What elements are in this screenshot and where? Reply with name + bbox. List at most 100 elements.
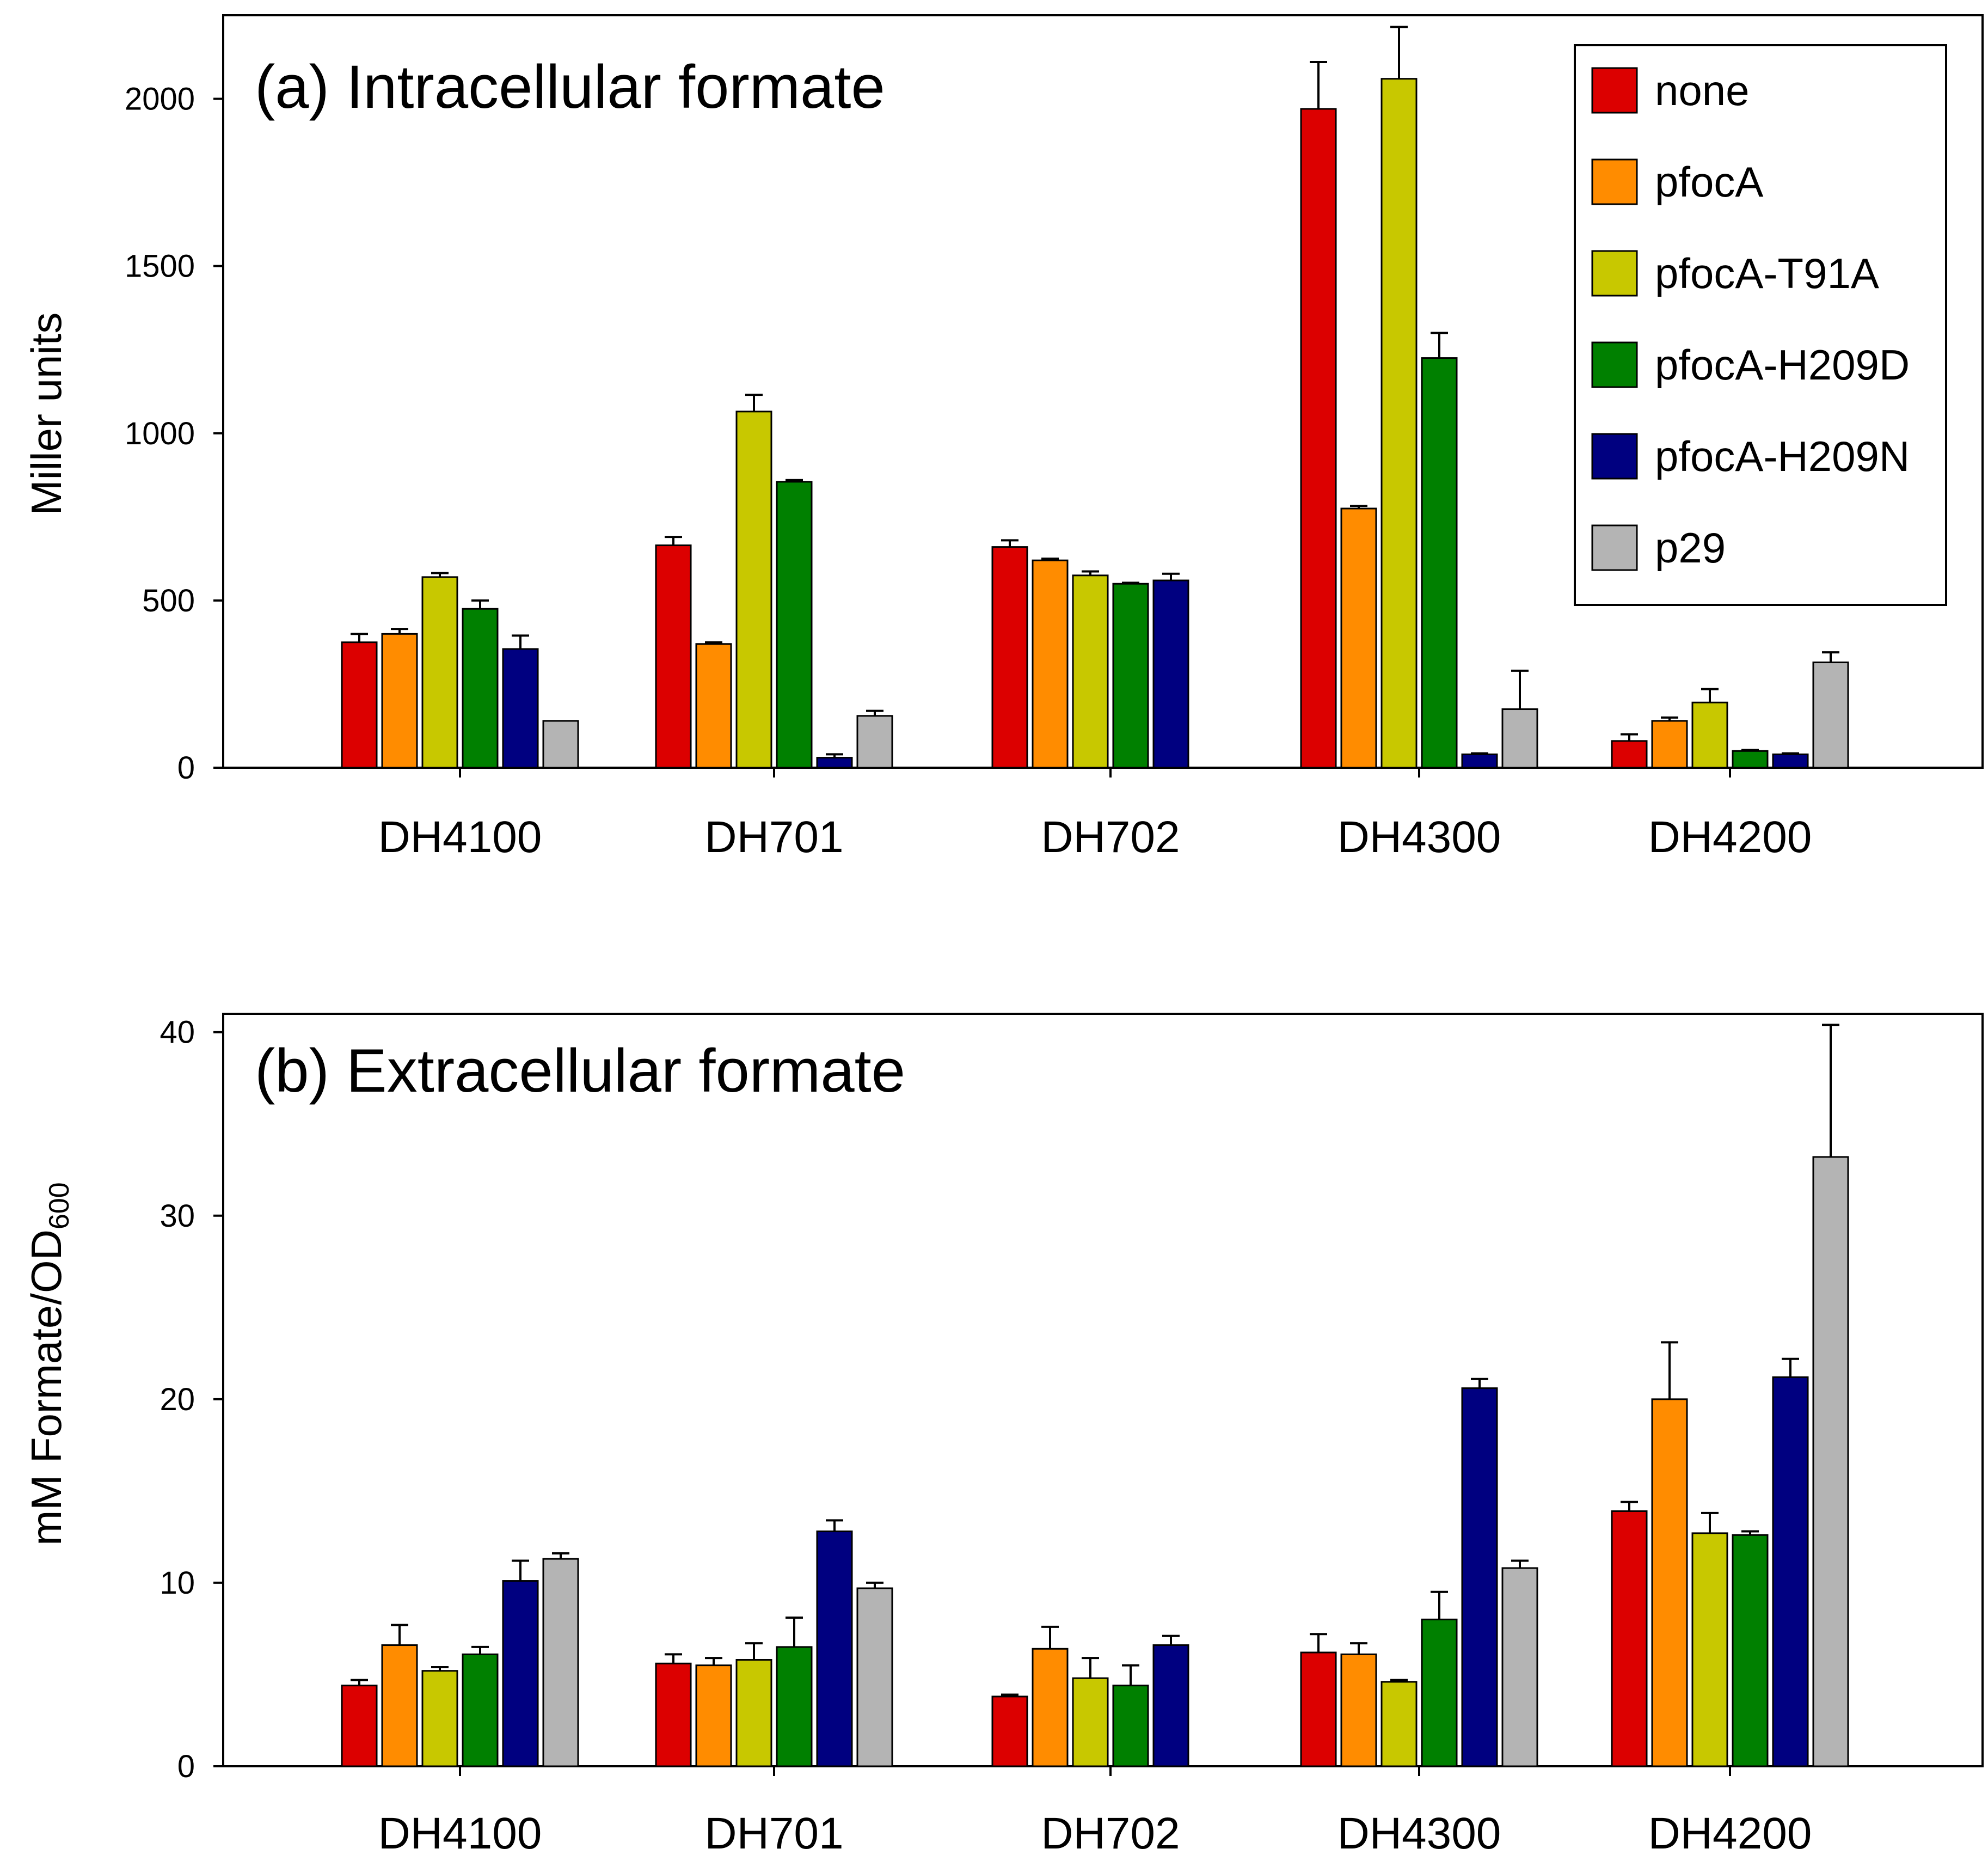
panel-a-category-label-dh4200: DH4200 (1648, 812, 1812, 862)
bar-dh701-pfoca-h209d (776, 481, 813, 769)
bar-dh4200-none (1611, 1510, 1648, 1767)
bar-dh701-pfoca (695, 643, 732, 769)
bar-dh702-pfoca-h209n (1152, 579, 1189, 769)
bar-dh701-p29 (856, 1587, 893, 1767)
panel-b-title: (b) Extracellular formate (255, 1037, 905, 1105)
bar-dh4300-p29 (1501, 708, 1538, 769)
legend-swatch-pfoca-h209d (1591, 341, 1638, 388)
panel-b-y-tick-label: 30 (159, 1198, 195, 1234)
legend-swatch-p29 (1591, 524, 1638, 571)
bar-dh4300-none (1300, 108, 1337, 769)
panel-b-extracellular: (b) Extracellular formate mM Formate/OD6… (22, 1013, 1984, 1858)
bar-dh702-pfoca-h209n (1152, 1644, 1189, 1767)
panel-b-y-tick-label: 10 (159, 1565, 195, 1601)
panel-a-category-label-dh4100: DH4100 (378, 812, 542, 862)
bar-dh701-pfoca-h209n (816, 1531, 853, 1767)
panel-b-y-tick-label: 0 (177, 1749, 195, 1784)
bar-dh4100-none (341, 1685, 378, 1767)
legend-label-none: none (1655, 66, 1750, 114)
bar-dh4200-p29 (1812, 1156, 1849, 1767)
panel-a-category-label-dh702: DH702 (1041, 812, 1180, 862)
bar-dh4200-pfoca-h209n (1772, 1376, 1809, 1767)
panel-b-category-label-dh4200: DH4200 (1648, 1809, 1812, 1858)
bar-dh4300-pfoca-h209n (1461, 1387, 1498, 1767)
bar-dh4200-pfoca-h209d (1732, 1534, 1769, 1767)
bar-dh4200-pfoca (1651, 1398, 1688, 1767)
bar-dh4300-pfoca-h209d (1421, 357, 1458, 769)
bar-dh4300-pfoca (1340, 1653, 1377, 1767)
bar-dh702-pfoca (1032, 559, 1069, 769)
legend-label-pfoca-h209n: pfocA-H209N (1655, 432, 1910, 480)
bar-dh701-pfoca-t91a (735, 411, 772, 769)
panel-a-category-label-dh4300: DH4300 (1337, 812, 1501, 862)
bar-dh4300-pfoca-t91a (1380, 1681, 1418, 1767)
panel-a-category-label-dh701: DH701 (704, 812, 843, 862)
bar-dh4300-pfoca-h209n (1461, 753, 1498, 769)
bar-dh4200-pfoca (1651, 720, 1688, 769)
bar-dh4300-none (1300, 1651, 1337, 1767)
bar-dh701-p29 (856, 715, 893, 769)
bar-dh4200-pfoca-t91a (1691, 1532, 1728, 1767)
bar-dh4100-pfoca-h209d (462, 608, 499, 769)
panel-b-y-label-main: mM Formate/OD (22, 1229, 70, 1546)
bar-dh701-none (655, 1662, 692, 1767)
panel-a-y-axis: 0 500 1000 1500 2000 (125, 82, 223, 786)
legend: none pfocA pfocA-T91A pfocA-H209D pfocA-H209… (1574, 44, 1947, 606)
bar-dh4300-pfoca-h209d (1421, 1618, 1458, 1767)
bar-dh4100-pfoca-t91a (421, 1670, 458, 1767)
bar-dh701-none (655, 544, 692, 769)
bar-dh701-pfoca-h209d (776, 1646, 813, 1767)
bar-dh4100-pfoca (381, 633, 418, 769)
panel-a-bars (341, 26, 1849, 769)
panel-b-y-tick-label: 20 (159, 1382, 195, 1417)
panel-b-category-label-dh4300: DH4300 (1337, 1809, 1501, 1858)
bar-dh4100-pfoca-t91a (421, 576, 458, 769)
bar-dh702-none (991, 1695, 1028, 1767)
panel-b-y-label-subscript: 600 (44, 1182, 75, 1229)
panel-a-y-tick-label: 2000 (125, 82, 195, 117)
panel-b-category-label-dh702: DH702 (1041, 1809, 1180, 1858)
panel-b-category-label-dh4100: DH4100 (378, 1809, 542, 1858)
panel-a-y-tick-label: 1000 (125, 416, 195, 451)
bar-dh702-pfoca-t91a (1072, 1677, 1109, 1767)
panel-b-y-axis: 0 10 20 30 40 (159, 1015, 223, 1784)
legend-swatch-pfoca-h209n (1591, 433, 1638, 480)
panel-b-y-axis-label: mM Formate/OD600 (22, 1182, 75, 1545)
bar-dh701-pfoca-h209n (816, 757, 853, 769)
bar-dh4100-pfoca-h209n (502, 648, 539, 769)
bar-dh4100-p29 (542, 720, 579, 769)
bar-dh4100-none (341, 641, 378, 769)
bar-dh4100-p29 (542, 1558, 579, 1767)
panel-a-y-tick-label: 1500 (125, 249, 195, 284)
panel-b-y-tick-label: 40 (159, 1015, 195, 1050)
panel-a-y-tick-label: 500 (142, 583, 195, 619)
panel-a-title: (a) Intracellular formate (255, 53, 885, 121)
legend-frame (1574, 44, 1947, 606)
bar-dh702-pfoca-t91a (1072, 574, 1109, 769)
bar-dh4300-p29 (1501, 1567, 1538, 1767)
bar-dh4300-pfoca-t91a (1380, 78, 1418, 769)
bar-dh4200-pfoca-h209n (1772, 753, 1809, 769)
panel-b-x-axis: DH4100 DH701 DH702 DH4300 DH4200 (378, 1766, 1812, 1858)
legend-label-pfoca-h209d: pfocA-H209D (1655, 341, 1910, 389)
bar-dh702-pfoca-h209d (1112, 583, 1149, 769)
panel-a-x-axis: DH4100 DH701 DH702 DH4300 DH4200 (378, 768, 1812, 862)
panel-b-category-label-dh701: DH701 (704, 1809, 843, 1858)
panel-a-y-axis-label: Miller units (22, 313, 70, 516)
legend-swatch-pfoca-t91a (1591, 250, 1638, 297)
panel-a-intracellular: (a) Intracellular formate Miller units 0… (22, 14, 1984, 862)
bar-dh4100-pfoca-h209n (502, 1580, 539, 1767)
bar-dh702-pfoca-h209d (1112, 1685, 1149, 1767)
legend-swatch-none (1591, 67, 1638, 114)
panel-a-y-tick-label: 0 (177, 750, 195, 786)
bar-dh4100-pfoca (381, 1644, 418, 1767)
legend-swatch-pfoca (1591, 158, 1638, 205)
bar-dh701-pfoca (695, 1664, 732, 1767)
panel-b-bars (341, 1024, 1849, 1767)
bar-dh4200-pfoca-t91a (1691, 701, 1728, 769)
bar-dh702-pfoca (1032, 1648, 1069, 1767)
bar-dh4200-none (1611, 740, 1648, 769)
bar-dh701-pfoca-t91a (735, 1658, 772, 1767)
bar-dh4200-pfoca-h209d (1732, 750, 1769, 769)
